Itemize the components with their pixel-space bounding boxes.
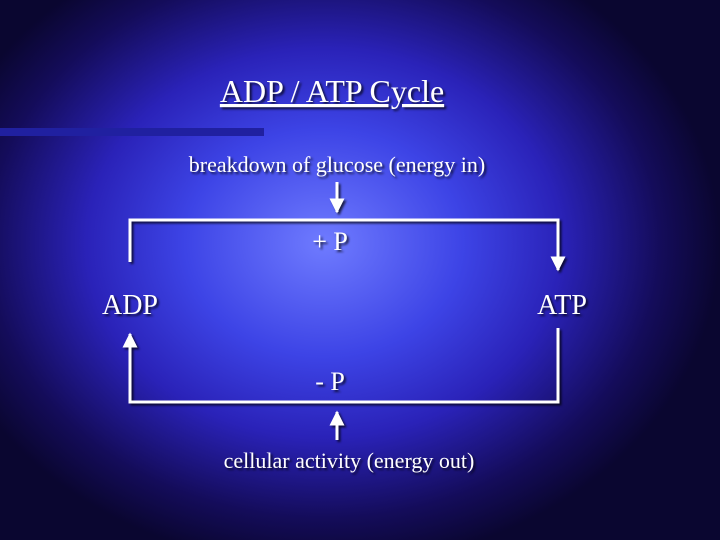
top-label: breakdown of glucose (energy in) bbox=[189, 152, 486, 177]
title-bar bbox=[0, 128, 264, 136]
plus-label: + P bbox=[312, 227, 348, 256]
minus-label: - P bbox=[315, 367, 345, 396]
bottom-label: cellular activity (energy out) bbox=[224, 448, 475, 473]
bottom-cycle-arrow bbox=[122, 328, 560, 404]
right-node: ATP bbox=[537, 290, 587, 321]
title: ADP / ATP Cycle bbox=[220, 73, 444, 109]
top-cycle-arrow bbox=[128, 218, 566, 272]
left-node: ADP bbox=[102, 290, 158, 321]
